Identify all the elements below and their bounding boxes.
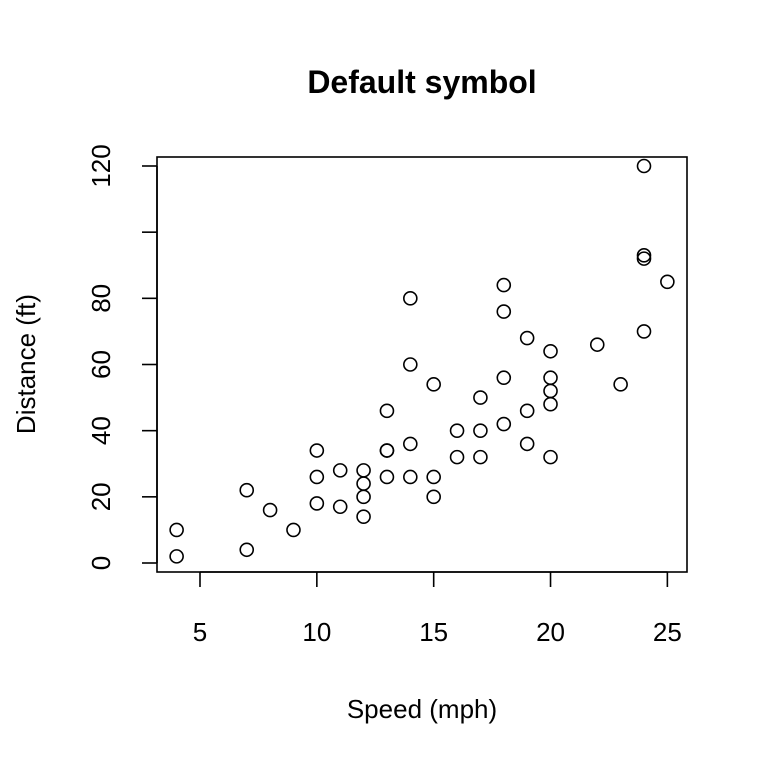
data-point — [403, 469, 418, 485]
data-point — [309, 496, 325, 511]
data-point — [426, 469, 441, 485]
data-point — [473, 449, 488, 465]
x-tick-label: 25 — [653, 617, 682, 647]
data-point — [239, 542, 255, 558]
y-tick-label: 60 — [86, 350, 116, 379]
data-point — [379, 403, 395, 419]
data-point — [449, 449, 465, 465]
data-point — [496, 304, 512, 319]
data-point — [403, 291, 418, 306]
data-point — [356, 463, 371, 478]
data-point — [543, 396, 558, 412]
data-point — [660, 274, 675, 290]
data-points — [169, 158, 675, 564]
x-axis: 5 10 15 20 25 — [193, 571, 682, 647]
data-point — [379, 469, 395, 485]
chart-title: Default symbol — [307, 64, 536, 100]
data-point — [426, 489, 441, 505]
data-point — [379, 443, 395, 458]
data-point — [403, 357, 418, 372]
y-tick-label: 20 — [86, 482, 116, 511]
data-point — [519, 330, 535, 346]
data-point — [239, 482, 255, 498]
x-tick-label: 20 — [536, 617, 565, 647]
y-tick-label: 40 — [86, 416, 116, 445]
data-point — [543, 383, 558, 399]
data-point — [286, 522, 301, 538]
y-tick-label: 0 — [86, 556, 116, 570]
y-tick-label: 80 — [86, 284, 116, 313]
y-tick-label: 120 — [86, 144, 116, 187]
data-point — [473, 423, 488, 438]
data-point — [332, 463, 348, 478]
data-point — [496, 277, 512, 293]
data-point — [169, 549, 184, 564]
data-point — [403, 436, 418, 452]
data-point — [426, 377, 441, 392]
data-point — [519, 403, 535, 419]
data-point — [169, 522, 184, 538]
data-point — [636, 324, 652, 339]
x-tick-label: 15 — [419, 617, 448, 647]
plot-frame — [156, 156, 688, 573]
data-point — [356, 489, 371, 505]
data-point — [309, 469, 325, 485]
data-point — [449, 423, 465, 438]
data-point — [496, 416, 512, 432]
data-point — [262, 502, 278, 518]
data-point — [356, 509, 371, 524]
data-point — [636, 158, 652, 174]
x-tick-label: 10 — [302, 617, 331, 647]
data-point — [543, 449, 558, 465]
data-point — [636, 251, 652, 266]
data-point — [589, 337, 605, 352]
data-point — [519, 436, 535, 452]
data-point — [613, 377, 628, 392]
y-axis-label: Distance (ft) — [11, 294, 41, 434]
data-point — [473, 390, 488, 405]
data-point — [309, 443, 325, 458]
data-point — [543, 370, 558, 386]
data-point — [356, 476, 371, 491]
x-axis-label: Speed (mph) — [347, 694, 497, 724]
data-point — [543, 343, 558, 359]
data-point — [636, 248, 652, 263]
y-axis: 0 20 40 60 80 120 — [86, 144, 158, 570]
data-point — [496, 370, 512, 386]
x-tick-label: 5 — [193, 617, 207, 647]
data-point — [332, 499, 348, 515]
